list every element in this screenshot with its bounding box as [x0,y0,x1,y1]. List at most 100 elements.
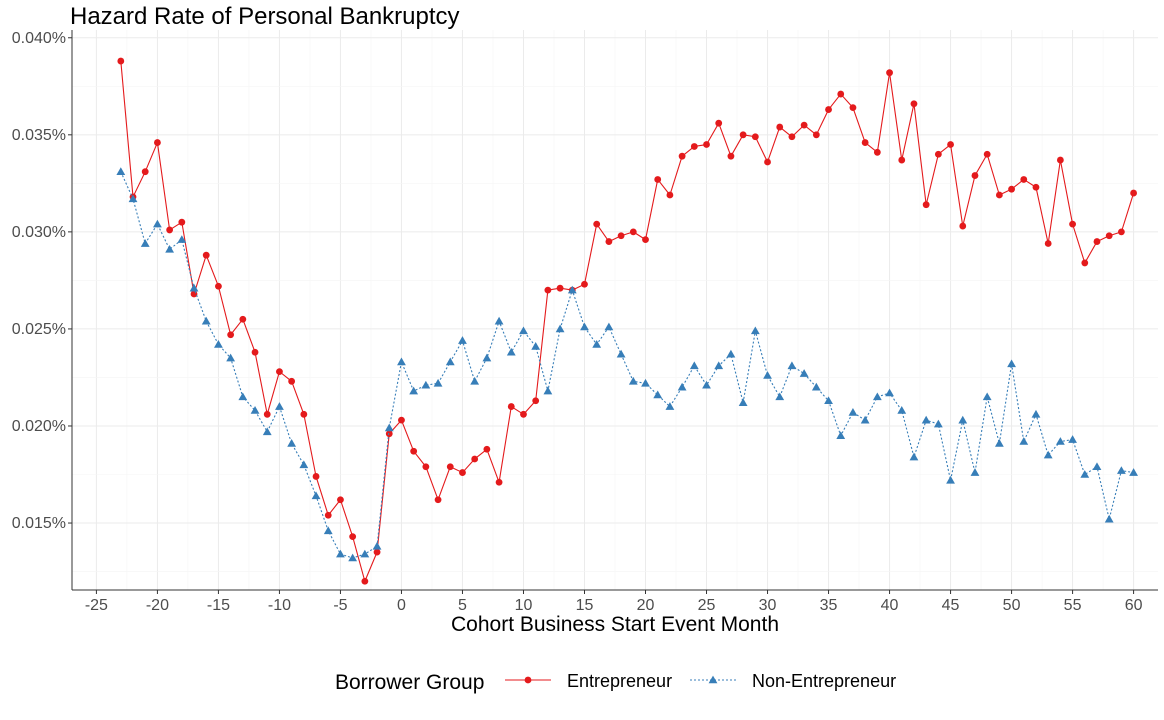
data-point [886,69,893,77]
data-point [860,415,870,424]
data-point [702,380,711,389]
data-point [165,244,175,253]
data-point [189,283,199,292]
data-point [482,353,492,362]
data-point [1032,183,1040,191]
data-point [1069,220,1076,228]
y-ticks: 0.015% 0.020% 0.025% 0.030% 0.035% 0.040% [12,30,72,532]
x-tick-label: 5 [458,597,467,614]
data-point [311,491,321,500]
data-point [666,191,674,199]
x-tick-label: 60 [1125,597,1143,614]
data-point [519,326,528,335]
data-point [593,220,601,228]
x-tick-label: 15 [576,597,594,614]
data-point [555,324,565,333]
data-point [1044,240,1052,247]
data-point [751,133,759,141]
data-point [703,141,710,148]
data-point [410,447,418,455]
data-point [556,284,564,292]
legend-title: Borrower Group [335,671,484,694]
data-point [445,357,455,366]
data-point [348,553,358,562]
data-point [360,549,370,558]
data-point [641,378,650,387]
data-point [422,463,430,471]
data-point [532,397,540,405]
data-point [616,349,626,358]
data-point [933,419,943,428]
data-point [726,349,736,358]
data-point [531,341,541,350]
data-point [909,452,919,461]
data-point [262,427,272,436]
data-point [177,235,187,243]
data-point [764,158,771,166]
data-point [483,445,491,453]
data-point [861,139,869,146]
data-point [494,316,504,325]
legend-item: Entrepreneur [505,671,672,691]
data-point [824,396,833,405]
data-point [166,226,174,234]
data-point [921,415,931,424]
data-point [1031,409,1041,418]
data-point [300,410,308,418]
data-point [1019,437,1029,445]
data-point [983,150,991,158]
data-point [1043,450,1053,459]
legend-key-marker [708,675,718,684]
series-entrepreneur [117,57,1137,585]
data-point [836,431,846,439]
legend: Borrower Group Entrepreneur Non-Entrepren… [335,671,896,694]
data-point [1117,228,1125,236]
x-tick-label: -20 [146,597,169,614]
data-point [1105,232,1113,240]
data-point [885,388,894,397]
series-layer [116,57,1138,585]
x-tick-label: 45 [942,597,960,614]
data-point [361,577,369,585]
data-point [140,239,150,247]
data-point [214,340,223,348]
data-point [567,285,577,294]
data-point [848,407,858,416]
data-point [677,382,687,391]
data-point [1007,359,1016,368]
data-point [994,439,1004,447]
data-point [811,382,821,391]
data-point [800,121,808,129]
data-point [373,548,381,556]
data-point [506,347,516,356]
data-point [153,219,162,228]
data-point [1104,514,1114,523]
data-point [543,386,553,395]
data-point [654,176,662,183]
data-point [238,392,248,401]
data-point [384,423,394,432]
x-tick-label: 10 [515,597,533,614]
data-point [910,100,918,108]
data-point [201,316,211,325]
data-point [544,286,552,294]
data-point [628,376,638,385]
data-point [995,191,1003,199]
data-point [714,361,724,370]
data-point [970,468,980,476]
y-tick-label: 0.015% [12,515,66,532]
data-point [336,549,345,558]
data-point [738,398,748,406]
x-tick-label: -15 [207,597,230,614]
x-ticks: -25 -20 -15 -10 -5 0 5 10 15 20 25 30 35 40 45 50 55 60 [85,590,1143,614]
data-point [275,402,284,410]
y-tick-label: 0.030% [12,224,66,241]
data-point [117,57,125,65]
x-tick-label: 55 [1064,597,1082,614]
data-point [690,143,698,150]
series-line [120,61,1135,582]
data-point [1130,189,1137,197]
data-point [495,478,503,486]
data-point [520,410,527,418]
